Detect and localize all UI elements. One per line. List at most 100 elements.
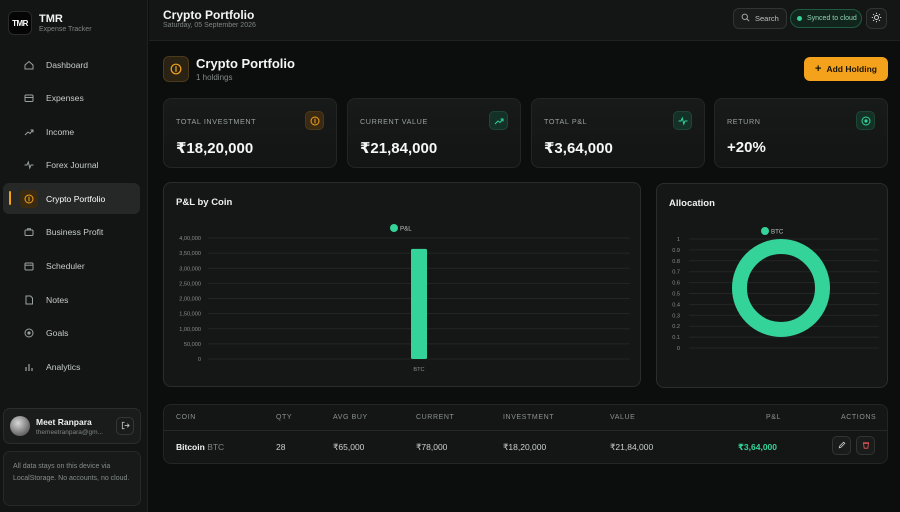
wallet-icon <box>23 92 35 104</box>
column-header-value[interactable]: VALUE <box>610 414 636 421</box>
sidebar-nav: Dashboard Expenses Income Forex Journal … <box>0 49 147 382</box>
edit-button[interactable] <box>832 436 851 455</box>
top-bar: Crypto Portfolio Saturday, 05 September … <box>149 0 900 41</box>
y-tick-label: 2,00,000 <box>179 297 201 303</box>
activity-icon <box>673 111 692 130</box>
sidebar-item-expenses[interactable]: Expenses <box>3 83 140 114</box>
brand[interactable]: TMR TMR Expense Tracker <box>0 0 147 46</box>
legend-swatch <box>390 224 398 232</box>
y-tick-label: 1,00,000 <box>179 327 201 333</box>
table-cell-qty: 28 <box>276 442 286 452</box>
bar-btc <box>411 248 427 359</box>
user-name: Meet Ranpara <box>36 416 92 427</box>
stat-label: TOTAL INVESTMENT <box>176 117 257 126</box>
coin-icon <box>20 189 38 208</box>
stat-card-total-pnl: TOTAL P&L ₹3,64,000 <box>531 98 705 168</box>
sidebar-item-label: Goals <box>46 328 69 339</box>
table-cell-pnl: ₹3,64,000 <box>738 442 778 452</box>
sidebar-item-business-profit[interactable]: Business Profit <box>3 217 140 248</box>
search-label: Search <box>755 14 779 23</box>
activity-icon <box>23 159 35 171</box>
sidebar-item-scheduler[interactable]: Scheduler <box>3 251 140 282</box>
coin-name: Bitcoin <box>176 442 205 452</box>
column-header-qty[interactable]: QTY <box>276 414 293 421</box>
stat-card-total-investment: TOTAL INVESTMENT ₹18,20,000 <box>163 98 337 168</box>
column-header-coin[interactable]: COIN <box>176 414 196 421</box>
y-tick-label: 1 <box>677 237 680 243</box>
sidebar-item-crypto-portfolio[interactable]: Crypto Portfolio <box>3 183 140 215</box>
legend-label: P&L <box>400 226 412 233</box>
sidebar-item-label: Notes <box>46 294 69 305</box>
sidebar-item-label: Business Profit <box>46 227 104 238</box>
y-tick-label: 0.6 <box>672 281 680 287</box>
trend-up-icon <box>23 126 35 138</box>
plus-icon: + <box>815 63 822 75</box>
y-tick-label: 0 <box>198 357 201 363</box>
add-holding-label: Add Holding <box>826 64 877 74</box>
sidebar-item-forex-journal[interactable]: Forex Journal <box>3 150 140 181</box>
avatar <box>10 416 30 436</box>
y-tick-label: 50,000 <box>184 342 201 348</box>
sun-icon <box>871 12 882 26</box>
storage-note: All data stays on this device via LocalS… <box>3 451 141 506</box>
y-tick-label: 0.7 <box>672 270 680 276</box>
sidebar-item-label: Dashboard <box>46 59 89 70</box>
y-tick-label: 0.4 <box>672 302 680 308</box>
bar-chart-icon <box>23 361 35 373</box>
theme-toggle-button[interactable] <box>866 8 887 29</box>
sidebar-item-label: Income <box>46 126 75 137</box>
y-tick-label: 3,00,000 <box>179 266 201 272</box>
column-header-pnl[interactable]: P&L <box>766 414 782 421</box>
sidebar-item-label: Expenses <box>46 93 84 104</box>
bar-chart-svg: 0 50,000 1,00,000 1,50,000 2,00,000 2,50,000 3… <box>179 224 630 373</box>
target-icon <box>23 327 35 339</box>
legend-swatch <box>761 227 769 235</box>
table-cell-value: ₹21,84,000 <box>610 442 654 452</box>
target-icon <box>856 111 875 130</box>
column-header-current[interactable]: CURRENT <box>416 414 455 421</box>
add-holding-button[interactable]: + Add Holding <box>804 57 888 81</box>
file-icon <box>23 294 35 306</box>
column-header-actions: ACTIONS <box>841 414 877 421</box>
sync-status-badge[interactable]: Synced to cloud <box>790 9 862 28</box>
holdings-table: COIN QTY AVG BUY CURRENT INVESTMENT VALU… <box>163 404 888 464</box>
chart-title: Allocation <box>669 198 715 209</box>
y-tick-label: 0.2 <box>672 324 680 330</box>
logout-button[interactable] <box>116 417 134 435</box>
sidebar-item-notes[interactable]: Notes <box>3 284 140 315</box>
y-tick-label: 0.8 <box>672 259 680 265</box>
brand-logo: TMR <box>8 11 32 35</box>
table-cell-coin: Bitcoin BTC <box>176 442 224 452</box>
trend-up-icon <box>489 111 508 130</box>
table-divider <box>164 430 887 431</box>
page-title: Crypto Portfolio <box>163 8 255 22</box>
column-header-avg-buy[interactable]: AVG BUY <box>333 414 368 421</box>
sidebar-item-goals[interactable]: Goals <box>3 318 140 349</box>
page-date: Saturday, 05 September 2026 <box>163 22 256 29</box>
y-tick-label: 4,00,000 <box>179 236 201 242</box>
y-tick-label: 0.5 <box>672 292 680 298</box>
sidebar-item-dashboard[interactable]: Dashboard <box>3 49 140 80</box>
holdings-count: 1 holdings <box>196 73 233 82</box>
y-tick-label: 0.9 <box>672 248 680 254</box>
briefcase-icon <box>23 226 35 238</box>
sidebar-item-income[interactable]: Income <box>3 116 140 147</box>
user-card[interactable]: Meet Ranpara themeetranpara@gm... <box>3 408 141 444</box>
stat-value: +20% <box>727 139 766 156</box>
sidebar-item-label: Analytics <box>46 361 81 372</box>
sidebar: TMR TMR Expense Tracker Dashboard Expens… <box>0 0 148 512</box>
calendar-icon <box>23 260 35 272</box>
stat-label: TOTAL P&L <box>544 117 588 126</box>
column-header-investment[interactable]: INVESTMENT <box>503 414 555 421</box>
stat-label: CURRENT VALUE <box>360 117 428 126</box>
delete-button[interactable] <box>856 436 875 455</box>
legend-label: BTC <box>771 229 784 236</box>
sidebar-item-label: Scheduler <box>46 261 85 272</box>
chart-title: P&L by Coin <box>176 197 233 208</box>
allocation-chart: Allocation 0 0.1 0.2 0.3 0.4 0.5 0.6 0.7 0.8 0.9 1… <box>656 183 888 388</box>
sidebar-item-analytics[interactable]: Analytics <box>3 351 140 382</box>
x-tick-label: BTC <box>413 367 424 373</box>
trash-icon <box>862 441 870 451</box>
search-button[interactable]: Search <box>733 8 787 29</box>
pnl-by-coin-chart: P&L by Coin 0 50,000 1,00,000 1,50,000 2,00,… <box>163 182 641 387</box>
